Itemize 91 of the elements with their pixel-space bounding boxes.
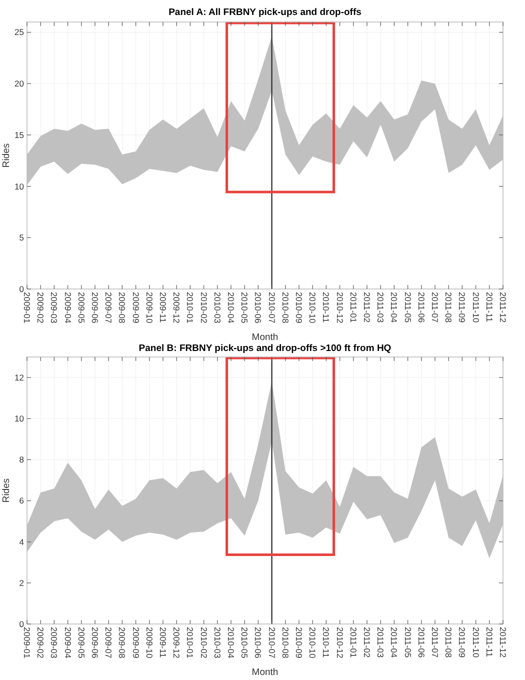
x-tick-label: 2010-11 <box>321 292 332 323</box>
y-tick-label: 12 <box>14 372 24 383</box>
y-tick-label: 0 <box>19 284 24 294</box>
x-tick-label: 2009-05 <box>76 292 86 324</box>
y-tick-label: 10 <box>14 414 24 424</box>
x-tick-label: 2010-10 <box>308 627 318 658</box>
x-tick-label: 2009-06 <box>90 292 100 324</box>
x-tick-label: 2009-08 <box>117 292 128 324</box>
x-tick-label: 2009-03 <box>49 627 60 658</box>
x-tick-label: 2010-10 <box>308 292 318 324</box>
x-tick-label: 2010-11 <box>321 627 332 658</box>
x-tick-label: 2009-04 <box>62 292 73 324</box>
x-tick-label: 2009-01 <box>22 627 32 658</box>
x-tick-label: 2011-08 <box>444 627 454 658</box>
x-tick-label: 2010-12 <box>334 627 345 658</box>
y-tick-label: 10 <box>14 181 24 192</box>
x-tick-label: 2011-03 <box>376 292 386 323</box>
x-tick-label: 2011-05 <box>402 627 413 658</box>
y-tick-label: 25 <box>14 27 24 38</box>
x-tick-label: 2009-07 <box>104 292 114 324</box>
x-tick-label: 2009-07 <box>104 627 114 658</box>
x-tick-label: 2011-03 <box>376 627 386 658</box>
x-tick-label: 2011-12 <box>498 627 508 658</box>
x-tick-label: 2010-09 <box>294 292 304 324</box>
x-tick-label: 2009-02 <box>36 292 46 324</box>
x-tick-label: 2011-11 <box>484 292 494 322</box>
y-tick-label: 20 <box>14 78 24 89</box>
x-tick-label: 2010-06 <box>253 292 264 324</box>
x-tick-label: 2010-08 <box>280 292 290 324</box>
x-tick-label: 2009-10 <box>144 627 154 658</box>
x-tick-label: 2011-09 <box>457 292 468 323</box>
y-tick-label: 15 <box>14 130 24 140</box>
x-axis-title: Month <box>252 332 278 343</box>
y-tick-label: 0 <box>19 618 24 629</box>
x-tick-label: 2010-07 <box>266 627 277 658</box>
x-tick-label: 2010-02 <box>198 292 209 324</box>
chart-title: Panel A: All FRBNY pick-ups and drop-offs <box>168 7 362 18</box>
y-tick-label: 2 <box>19 578 24 588</box>
x-tick-label: 2011-02 <box>362 627 372 658</box>
x-tick-label: 2010-05 <box>240 627 250 658</box>
x-tick-label: 2010-04 <box>226 292 236 324</box>
y-tick-label: 5 <box>19 232 24 243</box>
x-tick-label: 2011-08 <box>444 292 454 323</box>
x-tick-label: 2011-04 <box>389 292 400 323</box>
x-tick-label: 2010-01 <box>185 627 196 658</box>
y-tick-label: 8 <box>19 454 24 465</box>
x-axis-title: Month <box>252 667 278 678</box>
chart-title: Panel B: FRBNY pick-ups and drop-offs >100 ft from HQ <box>138 343 392 354</box>
x-tick-label: 2011-01 <box>348 627 358 658</box>
x-tick-label: 2009-08 <box>117 627 128 658</box>
x-tick-label: 2010-06 <box>253 627 264 658</box>
x-tick-label: 2009-11 <box>158 627 168 658</box>
x-tick-label: 2009-06 <box>90 627 100 658</box>
x-tick-label: 2009-11 <box>158 292 168 323</box>
x-tick-label: 2011-09 <box>457 627 468 658</box>
x-tick-label: 2010-07 <box>266 292 277 324</box>
x-tick-label: 2011-06 <box>416 627 426 658</box>
x-tick-label: 2009-10 <box>144 292 154 324</box>
x-tick-label: 2011-04 <box>389 627 400 658</box>
x-tick-label: 2010-02 <box>198 627 209 658</box>
x-tick-label: 2011-11 <box>484 627 494 658</box>
x-tick-label: 2011-05 <box>402 292 413 323</box>
x-tick-label: 2010-08 <box>280 627 290 658</box>
x-tick-label: 2010-04 <box>226 627 236 658</box>
x-tick-label: 2009-09 <box>130 292 141 324</box>
x-tick-label: 2009-05 <box>76 627 86 658</box>
x-tick-label: 2010-03 <box>212 627 222 658</box>
x-tick-label: 2009-03 <box>49 292 60 324</box>
x-tick-label: 2009-02 <box>36 627 46 658</box>
x-tick-label: 2011-07 <box>430 627 440 658</box>
x-tick-label: 2009-04 <box>62 627 73 658</box>
x-tick-label: 2011-12 <box>498 292 508 323</box>
x-tick-label: 2011-07 <box>430 292 440 323</box>
y-axis-title: Rides <box>1 143 12 168</box>
x-tick-label: 2011-01 <box>348 292 358 323</box>
x-tick-label: 2009-12 <box>172 627 182 658</box>
x-tick-label: 2010-12 <box>334 292 345 324</box>
x-tick-label: 2009-09 <box>130 627 141 658</box>
x-tick-label: 2009-12 <box>172 292 182 324</box>
x-tick-label: 2010-03 <box>212 292 222 324</box>
x-tick-label: 2011-10 <box>470 627 481 658</box>
x-tick-label: 2010-01 <box>185 292 196 324</box>
y-tick-label: 4 <box>19 536 24 547</box>
y-axis-title: Rides <box>1 478 12 503</box>
x-tick-label: 2011-02 <box>362 292 372 323</box>
x-tick-label: 2009-01 <box>22 292 32 324</box>
x-tick-label: 2011-06 <box>416 292 426 323</box>
x-tick-label: 2010-09 <box>294 627 304 658</box>
x-tick-label: 2010-05 <box>240 292 250 324</box>
y-tick-label: 6 <box>19 496 24 506</box>
x-tick-label: 2011-10 <box>470 292 481 323</box>
